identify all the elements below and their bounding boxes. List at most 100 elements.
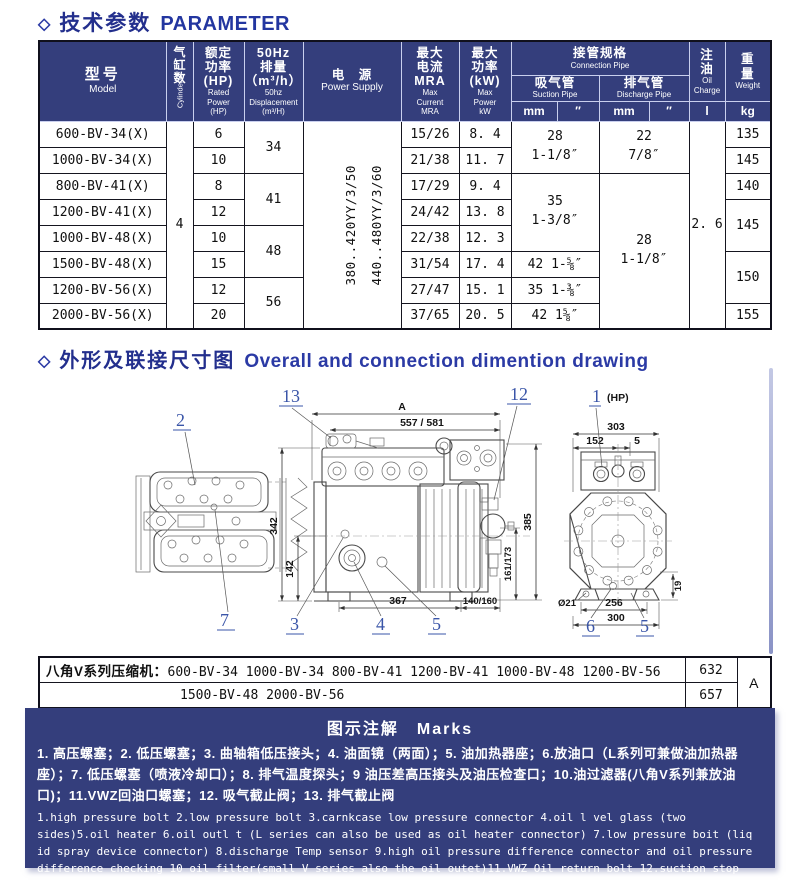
cell-hp: 20 <box>192 302 245 330</box>
cell-hp: 8 <box>192 172 245 200</box>
cell-suction: 42 1-⅝″ <box>510 250 600 278</box>
header-model: 型号 Model <box>38 40 167 122</box>
power-supply-line1: 380..420YY/3/50 <box>342 164 358 285</box>
cell-weight: 155 <box>724 302 772 330</box>
header-rated-power-en: Rated Power (HP) <box>207 88 230 117</box>
header-discharge-pipe-en: Discharge Pipe <box>616 90 672 100</box>
unit-weight-kg: kg <box>724 100 772 122</box>
discharge-mm: 28 <box>636 232 652 248</box>
cell-weight: 135 <box>724 120 772 148</box>
diamond-bullet-icon: ◇ <box>38 353 51 370</box>
cell-model: 600-BV-34(X) <box>38 120 167 148</box>
cell-mra: 24/42 <box>400 198 460 226</box>
series-label: 八角V系列压缩机： <box>46 664 168 679</box>
header-suction-pipe: 吸气管 Suction Pipe <box>510 74 600 102</box>
callout-5b: 5 <box>640 616 649 636</box>
table-row: 八角V系列压缩机：600-BV-34 1000-BV-34 800-BV-41 … <box>38 656 772 709</box>
cell-hp: 6 <box>192 120 245 148</box>
header-displacement-en: 50hz Displacement (m³/H) <box>249 88 298 117</box>
cell-model: 800-BV-41(X) <box>38 172 167 200</box>
cell-suction: 42 1⅝″ <box>510 302 600 330</box>
cell-mra: 27/47 <box>400 276 460 304</box>
section1-title-zh: 技术参数 <box>59 12 152 35</box>
cell-cylinders: 4 <box>165 120 194 330</box>
header-max-current: 最大 电流 MRA Max Current MRA <box>400 40 460 122</box>
header-cylinders-zh: 气 缸 数 <box>173 45 186 86</box>
header-connection-pipe-en: Connection Pipe <box>570 60 630 70</box>
dim-152: 152 <box>586 435 604 447</box>
dim-140-160: 140/160 <box>463 596 497 607</box>
cell-weight: 145 <box>724 146 772 174</box>
legend-title-en: Marks <box>416 721 474 738</box>
dim-161-173: 161/173 <box>503 547 514 581</box>
dim-557-581: 557 / 581 <box>400 417 444 429</box>
unit-suction-mm: mm <box>510 100 558 122</box>
parameter-table: 型号 Model 气 缸 数 Cylinders 额定 功率 (HP) Rate… <box>38 40 773 330</box>
discharge-mm: 22 <box>636 129 652 145</box>
discharge-inch: 1-1/8″ <box>620 251 668 267</box>
header-weight-zh: 重 量 <box>741 52 755 81</box>
callout-1-hp-label: (HP) <box>607 392 629 404</box>
header-displacement: 50Hz 排量 （m³/h） 50hz Displacement (m³/H) <box>243 40 304 122</box>
cell-model: 1200-BV-41(X) <box>38 198 167 226</box>
cell-kw: 15. 1 <box>458 276 512 304</box>
cell-hp: 10 <box>192 224 245 252</box>
cell-mra: 22/38 <box>400 224 460 252</box>
cell-displacement: 41 <box>243 172 304 226</box>
header-weight: 重 量 Weight <box>724 40 772 102</box>
series-value-632: 632 <box>684 656 738 683</box>
header-power-supply: 电 源 Power Supply <box>302 40 402 122</box>
dim-19: 19 <box>673 581 684 592</box>
header-oil-charge-en: Oil Charge <box>693 76 721 95</box>
suction-inch: 1-1/8″ <box>531 148 579 163</box>
header-cylinders: 气 缸 数 Cylinders <box>165 40 194 122</box>
series-models-row1: 八角V系列压缩机：600-BV-34 1000-BV-34 800-BV-41 … <box>38 656 686 683</box>
section1-title-en: PARAMETER <box>160 13 290 35</box>
header-oil-charge: 注 油 Oil Charge <box>688 40 726 102</box>
header-model-en: Model <box>89 84 117 96</box>
callout-6: 6 <box>586 616 595 636</box>
legend-text-en: 1.high pressure bolt 2.low pressure bolt… <box>37 811 753 884</box>
table-row: 1200-BV-56(X) 12 56 27/47 15. 1 35 1-⅜″ <box>38 276 771 330</box>
header-max-power-en: Max Power kW <box>473 88 497 117</box>
discharge-inch: 7/8″ <box>628 148 660 163</box>
cell-suction: 35 1-⅜″ <box>510 276 600 304</box>
table-row: 1500-BV-48(X) 15 31/54 17. 4 42 1-⅝″ 150 <box>38 250 772 304</box>
header-power-supply-en: Power Supply <box>321 82 383 94</box>
dim-385: 385 <box>522 513 534 531</box>
dimension-drawing: 2 7 <box>135 386 684 637</box>
cell-model: 1200-BV-56(X) <box>38 276 167 304</box>
table-row: 600-BV-34(X) 4 6 34 380..420YY/3/50 440.… <box>38 120 772 330</box>
header-power-supply-zh: 电 源 <box>331 68 373 83</box>
dim-142: 142 <box>284 560 296 578</box>
cell-suction: 35 1-3/8″ <box>510 172 600 252</box>
unit-suction-inch: ″ <box>556 100 600 122</box>
header-max-power: 最大 功率 (kW) Max Power kW <box>458 40 512 122</box>
power-supply-rotated: 380..420YY/3/50 440..480YY/3/60 <box>337 165 390 285</box>
table-row: 2000-BV-56(X) 20 37/65 20. 5 42 1⅝″ 155 <box>38 302 772 330</box>
dim-367: 367 <box>389 595 407 607</box>
cell-kw: 13. 8 <box>458 198 512 226</box>
cell-kw: 9. 4 <box>458 172 512 200</box>
unit-discharge-mm: mm <box>598 100 650 122</box>
dim-overall-A: A <box>398 401 406 413</box>
cell-kw: 17. 4 <box>458 250 512 278</box>
callout-12: 12 <box>510 386 528 404</box>
header-suction-pipe-en: Suction Pipe <box>532 90 578 100</box>
cell-displacement: 34 <box>243 120 304 174</box>
section2-title-en: Overall and connection dimention drawing <box>244 351 649 372</box>
dim-342: 342 <box>268 517 280 535</box>
cell-hp: 15 <box>192 250 245 278</box>
cell-mra: 17/29 <box>400 172 460 200</box>
end-view: 303 152 5 Ø21 256 300 19 1 (HP) 6 <box>558 386 684 637</box>
cell-mra: 37/65 <box>400 302 460 330</box>
table-row: 800-BV-41(X) 8 41 17/29 9. 4 35 1-3/8″ 2… <box>38 172 772 330</box>
table-row: 1000-BV-34(X) 10 21/38 11. 7 145 <box>38 146 772 174</box>
cell-model: 2000-BV-56(X) <box>38 302 167 330</box>
page-accent-line <box>769 368 773 654</box>
series-value-657: 657 <box>684 682 738 709</box>
unit-oil-litre: l <box>688 100 726 122</box>
dim-303: 303 <box>607 421 625 433</box>
callout-2: 2 <box>176 410 185 430</box>
